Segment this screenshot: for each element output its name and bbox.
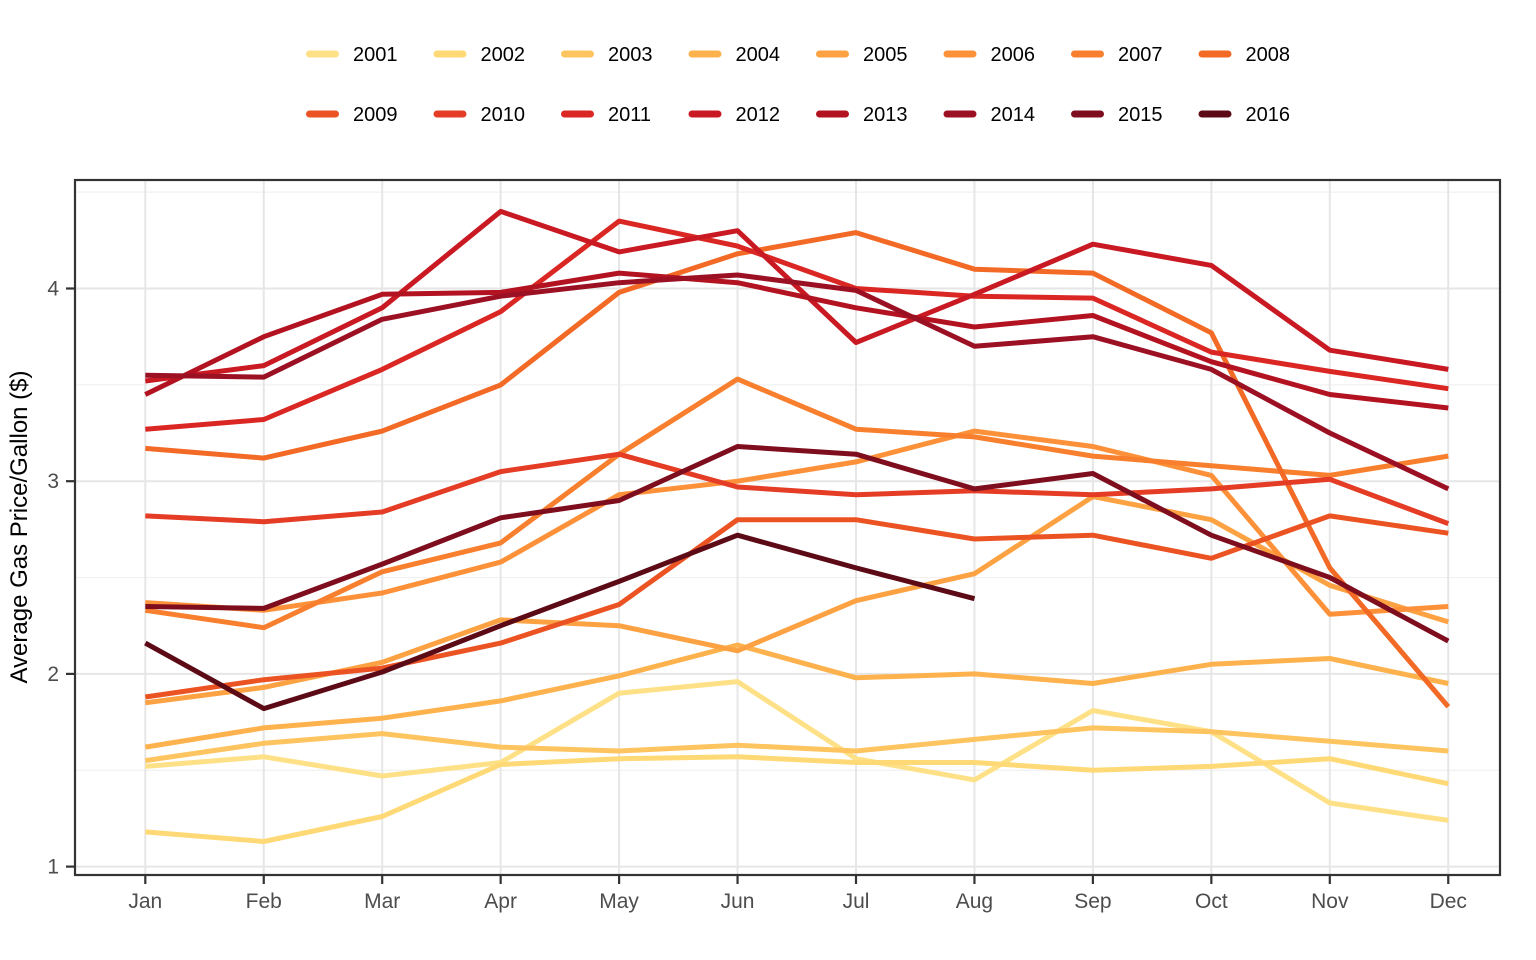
x-tick-label: Dec bbox=[1430, 890, 1467, 913]
legend-label-2009[interactable]: 2009 bbox=[353, 104, 398, 126]
series-line-2009[interactable] bbox=[144, 513, 1449, 700]
legend-key-2014[interactable] bbox=[943, 110, 977, 118]
x-tick-label: Jun bbox=[721, 890, 755, 913]
legend-key-2004[interactable] bbox=[688, 50, 722, 58]
series-line-2013[interactable] bbox=[144, 270, 1449, 411]
legend-label-2001[interactable]: 2001 bbox=[353, 44, 398, 66]
series-line-2002[interactable] bbox=[145, 754, 1449, 844]
legend-key-2008[interactable] bbox=[1198, 50, 1232, 58]
series-line-2011[interactable] bbox=[145, 218, 1449, 432]
legend-key-2016[interactable] bbox=[1198, 110, 1232, 118]
legend-label-2015[interactable]: 2015 bbox=[1118, 104, 1163, 126]
legend-key-2015[interactable] bbox=[1071, 110, 1104, 118]
legend-label-2014[interactable]: 2014 bbox=[991, 104, 1036, 126]
y-tick-label: 2 bbox=[47, 663, 59, 686]
legend-label-2007[interactable]: 2007 bbox=[1118, 44, 1163, 66]
legend-key-2011[interactable] bbox=[561, 110, 594, 118]
legend-key-2010[interactable] bbox=[433, 110, 467, 118]
x-tick-label: May bbox=[599, 890, 639, 913]
series-line-2003[interactable] bbox=[144, 725, 1449, 764]
series-line-2007[interactable] bbox=[144, 376, 1449, 631]
legend-key-2009[interactable] bbox=[306, 110, 339, 118]
series-line-2012[interactable] bbox=[144, 208, 1449, 384]
legend-label-2011[interactable]: 2011 bbox=[608, 104, 651, 126]
x-tick-label: Feb bbox=[246, 890, 282, 913]
series-line-2014[interactable] bbox=[145, 272, 1450, 492]
series-line-2015[interactable] bbox=[145, 444, 1450, 644]
legend-label-2013[interactable]: 2013 bbox=[863, 104, 908, 126]
x-tick-label: Jul bbox=[843, 890, 870, 913]
legend-key-2012[interactable] bbox=[688, 110, 722, 118]
legend-label-2005[interactable]: 2005 bbox=[863, 44, 908, 66]
legend-key-2005[interactable] bbox=[816, 50, 849, 58]
legend-key-2002[interactable] bbox=[433, 50, 467, 58]
legend-label-2016[interactable]: 2016 bbox=[1246, 104, 1291, 126]
legend-label-2008[interactable]: 2008 bbox=[1246, 44, 1291, 66]
x-tick-label: Sep bbox=[1074, 890, 1111, 913]
legend-label-2012[interactable]: 2012 bbox=[736, 104, 781, 126]
x-tick-label: Jan bbox=[128, 890, 162, 913]
y-tick-label: 4 bbox=[47, 278, 59, 301]
legend-key-2003[interactable] bbox=[561, 50, 594, 58]
series-line-2006[interactable] bbox=[145, 428, 1449, 617]
series-line-2004[interactable] bbox=[144, 642, 1449, 750]
legend-label-2010[interactable]: 2010 bbox=[481, 104, 526, 126]
y-tick-label: 3 bbox=[47, 470, 59, 493]
legend-key-2007[interactable] bbox=[1071, 50, 1104, 58]
legend-key-2006[interactable] bbox=[943, 50, 977, 58]
x-tick-label: Aug bbox=[956, 890, 993, 913]
x-tick-label: Mar bbox=[364, 890, 400, 913]
legend-label-2002[interactable]: 2002 bbox=[481, 44, 526, 66]
series-line-2016[interactable] bbox=[144, 532, 976, 712]
series-line-2001[interactable] bbox=[145, 679, 1449, 823]
panel-border bbox=[73, 178, 1502, 877]
series-line-2008[interactable] bbox=[145, 230, 1451, 709]
legend-label-2006[interactable]: 2006 bbox=[991, 44, 1036, 66]
series-line-2005[interactable] bbox=[144, 494, 1450, 706]
y-axis-title: Average Gas Price/Gallon ($) bbox=[6, 370, 33, 683]
legend-label-2003[interactable]: 2003 bbox=[608, 44, 653, 66]
legend-key-2013[interactable] bbox=[816, 110, 849, 118]
legend-label-2004[interactable]: 2004 bbox=[736, 44, 781, 66]
x-tick-label: Apr bbox=[484, 890, 517, 913]
legend-key-2001[interactable] bbox=[306, 50, 339, 58]
x-tick-label: Nov bbox=[1311, 890, 1349, 913]
series-line-2010[interactable] bbox=[145, 451, 1450, 526]
y-tick-label: 1 bbox=[47, 856, 59, 879]
x-tick-label: Oct bbox=[1195, 890, 1228, 913]
